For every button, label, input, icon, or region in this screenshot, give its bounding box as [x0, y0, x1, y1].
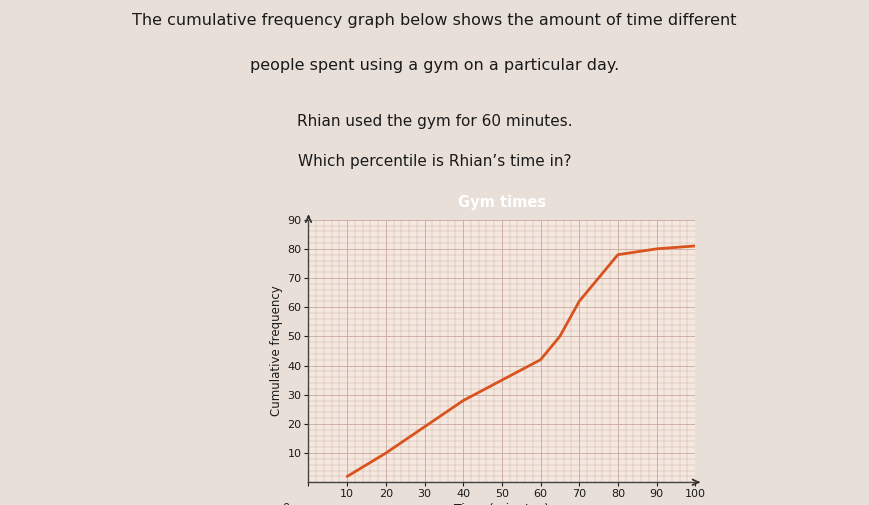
Text: Rhian used the gym for 60 minutes.: Rhian used the gym for 60 minutes. [296, 114, 573, 129]
X-axis label: Time (minutes): Time (minutes) [454, 503, 549, 505]
Text: The cumulative frequency graph below shows the amount of time different: The cumulative frequency graph below sho… [132, 13, 737, 28]
Text: people spent using a gym on a particular day.: people spent using a gym on a particular… [250, 58, 619, 73]
Text: Which percentile is Rhian’s time in?: Which percentile is Rhian’s time in? [298, 154, 571, 169]
Y-axis label: Cumulative frequency: Cumulative frequency [270, 286, 283, 416]
Text: 0: 0 [282, 502, 289, 505]
Text: Gym times: Gym times [458, 194, 546, 210]
